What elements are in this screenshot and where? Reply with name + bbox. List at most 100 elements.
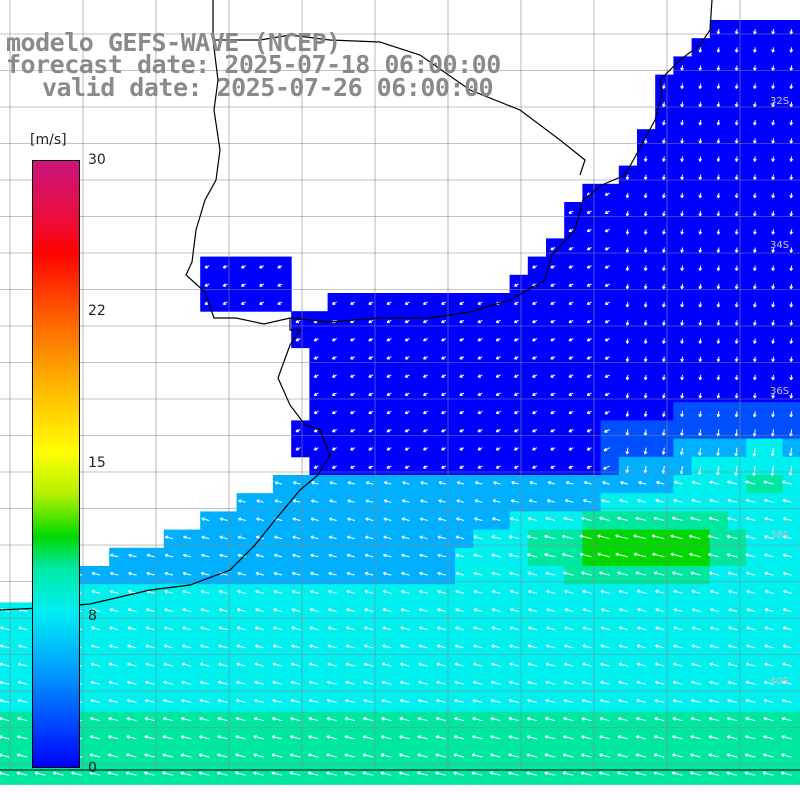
wind-speed-cell	[254, 657, 274, 676]
wind-speed-cell	[218, 693, 238, 713]
wind-speed-cell	[382, 675, 401, 694]
wind-speed-cell	[400, 638, 420, 658]
wind-arrow	[310, 571, 319, 576]
wind-speed-cell	[236, 675, 256, 694]
wind-speed-cell	[491, 693, 511, 713]
wind-arrow	[586, 447, 592, 451]
wind-arrow	[753, 302, 757, 308]
wind-arrow	[670, 534, 683, 540]
wind-arrow	[435, 771, 447, 776]
wind-arrow	[643, 356, 648, 363]
wind-arrow	[509, 517, 519, 521]
wind-arrow	[436, 644, 447, 649]
wind-speed-cell	[145, 657, 165, 676]
wind-speed-cell	[291, 729, 310, 749]
wind-speed-cell	[291, 766, 310, 785]
wind-speed-cell	[618, 511, 638, 531]
wind-arrow	[201, 535, 210, 540]
wind-arrow	[550, 410, 556, 415]
wind-arrow	[528, 499, 538, 503]
wind-arrow	[745, 680, 756, 685]
wind-speed-cell	[600, 438, 620, 458]
wind-arrow	[381, 662, 392, 667]
wind-arrow	[709, 589, 720, 594]
wind-arrow	[586, 319, 592, 324]
wind-speed-cell	[764, 729, 784, 749]
wind-arrow	[745, 698, 756, 703]
wind-arrow	[255, 571, 265, 576]
wind-arrow	[670, 552, 683, 558]
wind-arrow	[771, 393, 775, 399]
wind-speed-cell	[600, 256, 620, 276]
wind-arrow	[545, 644, 556, 649]
wind-arrow	[709, 644, 720, 649]
wind-arrow	[477, 319, 483, 324]
wind-arrow	[604, 265, 610, 269]
wind-arrow	[625, 229, 630, 235]
wind-arrow	[217, 716, 228, 722]
wind-arrow	[491, 644, 501, 649]
wind-arrow	[380, 771, 392, 776]
wind-arrow	[309, 608, 319, 612]
colorbar-tick-0: 0	[88, 760, 97, 776]
wind-arrow	[568, 301, 574, 305]
wind-arrow	[781, 698, 792, 703]
wind-speed-cell	[709, 566, 729, 585]
wind-arrow	[636, 716, 647, 722]
wind-arrow	[200, 571, 210, 576]
wind-arrow	[422, 319, 428, 324]
wind-arrow	[716, 174, 721, 181]
wind-arrow	[365, 535, 374, 540]
wind-speed-cell	[436, 729, 456, 749]
wind-speed-cell	[709, 620, 729, 640]
wind-speed-cell	[345, 584, 365, 603]
wind-speed-cell	[200, 529, 219, 549]
wind-arrow	[368, 319, 374, 324]
wind-speed-cell	[546, 456, 565, 476]
wind-speed-cell	[473, 693, 492, 713]
wind-speed-cell	[418, 693, 438, 713]
wind-arrow	[441, 374, 447, 378]
wind-speed-cell	[436, 602, 456, 622]
wind-arrow	[726, 553, 738, 558]
wind-arrow	[455, 517, 465, 521]
wind-speed-cell	[637, 493, 656, 512]
wind-arrow	[164, 589, 174, 594]
wind-arrow	[295, 428, 301, 433]
wind-speed-cell	[364, 456, 383, 476]
wind-speed-cell	[400, 693, 420, 713]
wind-arrow	[604, 192, 610, 196]
wind-speed-cell	[455, 657, 474, 676]
wind-arrow	[271, 735, 283, 740]
wind-arrow	[386, 392, 392, 396]
wind-speed-cell	[364, 766, 383, 785]
wind-arrow	[272, 680, 283, 685]
wind-arrow	[437, 608, 447, 612]
wind-arrow	[290, 698, 301, 703]
wind-arrow	[582, 589, 592, 594]
wind-speed-cell	[91, 693, 110, 713]
wind-speed-cell	[491, 311, 511, 330]
wind-speed-cell	[400, 748, 420, 767]
wind-speed-cell	[418, 766, 438, 785]
wind-arrow	[707, 534, 720, 540]
wind-speed-cell	[0, 657, 19, 676]
wind-speed-cell	[709, 766, 729, 785]
wind-speed-cell	[236, 584, 256, 603]
wind-speed-cell	[364, 711, 383, 731]
wind-speed-cell	[600, 347, 620, 367]
wind-speed-cell	[273, 256, 292, 276]
wind-arrow	[401, 571, 410, 576]
wind-arrow	[600, 680, 610, 685]
wind-speed-cell	[691, 729, 711, 749]
wind-arrow	[728, 626, 738, 631]
wind-speed-cell	[691, 711, 711, 731]
wind-speed-cell	[127, 602, 147, 622]
wind-speed-cell	[200, 711, 219, 731]
wind-speed-cell	[509, 384, 529, 403]
wind-arrow	[477, 428, 483, 433]
wind-arrow	[350, 301, 356, 305]
wind-speed-cell	[163, 711, 183, 731]
wind-arrow	[599, 716, 610, 722]
wind-arrow	[716, 138, 721, 144]
